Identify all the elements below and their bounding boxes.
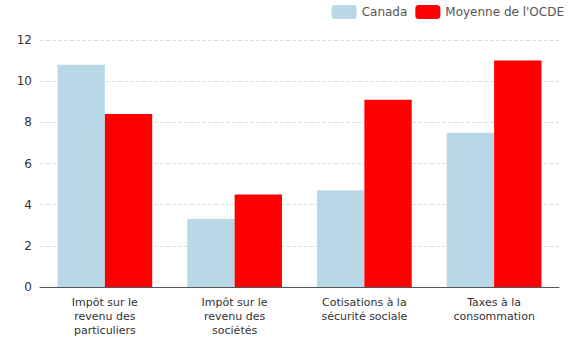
- svg-text:Taxes à la: Taxes à la: [466, 296, 521, 309]
- svg-text:Moyenne de l'OCDE: Moyenne de l'OCDE: [445, 5, 564, 19]
- svg-text:consommation: consommation: [453, 310, 534, 323]
- svg-text:sociétés: sociétés: [212, 324, 257, 337]
- svg-text:4: 4: [24, 198, 32, 212]
- svg-text:12: 12: [17, 33, 32, 47]
- svg-text:particuliers: particuliers: [74, 324, 136, 337]
- svg-text:0: 0: [24, 280, 32, 294]
- svg-text:Canada: Canada: [362, 5, 408, 19]
- svg-text:Cotisations à la: Cotisations à la: [322, 296, 407, 309]
- svg-text:2: 2: [24, 239, 32, 253]
- svg-text:sécurité sociale: sécurité sociale: [321, 310, 407, 323]
- svg-text:Impôt sur le: Impôt sur le: [72, 296, 138, 309]
- svg-text:revenu des: revenu des: [204, 310, 266, 323]
- svg-text:6: 6: [24, 157, 32, 171]
- svg-text:8: 8: [24, 115, 32, 129]
- svg-text:Impôt sur le: Impôt sur le: [202, 296, 268, 309]
- svg-text:revenu des: revenu des: [74, 310, 136, 323]
- svg-text:10: 10: [17, 74, 32, 88]
